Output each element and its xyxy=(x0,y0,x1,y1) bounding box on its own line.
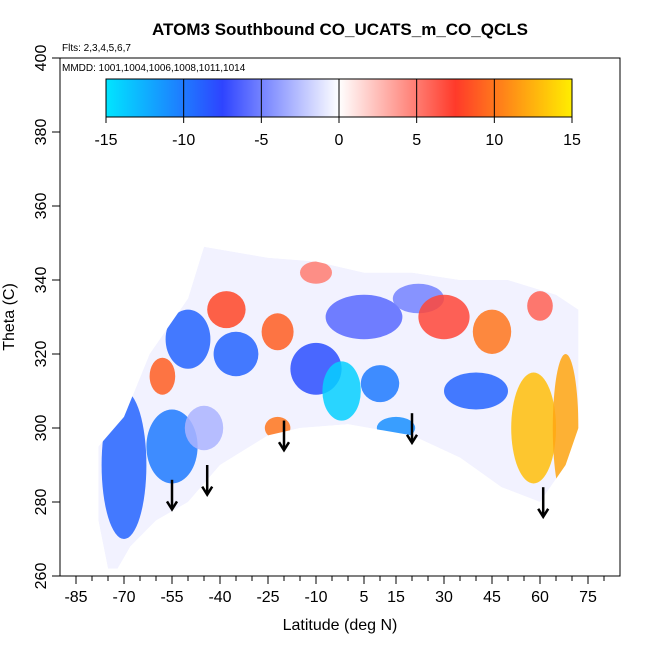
heatmap-patch xyxy=(511,372,556,484)
flight-arrow-head xyxy=(277,441,291,453)
x-tick-label: 30 xyxy=(435,589,453,606)
y-tick-label: 280 xyxy=(33,489,50,516)
heatmap-patch xyxy=(207,291,246,329)
y-tick-label: 320 xyxy=(33,341,50,368)
plot-frame xyxy=(59,57,621,577)
flight-arrow-head xyxy=(165,500,179,512)
x-tick-label: 5 xyxy=(360,589,369,606)
colorbar-tick-label: -15 xyxy=(94,132,117,149)
heatmap-patch xyxy=(360,365,400,403)
heatmap-patch xyxy=(101,391,147,539)
heatmap-patch xyxy=(146,409,198,484)
x-tick-label: -70 xyxy=(112,589,135,606)
colorbar-tick-label: 5 xyxy=(412,132,421,149)
y-tick-label: 300 xyxy=(33,415,50,442)
heatmap-patch xyxy=(165,309,211,369)
flight-arrows xyxy=(165,413,550,520)
heatmap-patch xyxy=(418,294,470,340)
x-tick-label: 75 xyxy=(579,589,597,606)
heatmap-field xyxy=(98,246,579,569)
dates-note: MMDD: 1001,1004,1006,1008,1011,1014 xyxy=(62,63,246,74)
colorbar-tick-label: 10 xyxy=(485,132,503,149)
x-tick-label: -85 xyxy=(64,589,87,606)
heatmap-patch xyxy=(527,291,553,321)
y-axis-label: Theta (C) xyxy=(1,283,18,351)
x-tick-label: 60 xyxy=(531,589,549,606)
colorbar-tick-label: 15 xyxy=(563,132,581,149)
heatmap-patch xyxy=(444,372,508,410)
y-axis: 260 280 300 320 340 360 380 400 xyxy=(33,45,60,590)
x-tick-label: 45 xyxy=(483,589,501,606)
colorbar-tick-label: -5 xyxy=(254,132,268,149)
heatmap-patch xyxy=(376,416,416,440)
y-tick-label: 400 xyxy=(33,45,50,72)
heatmap-patch xyxy=(264,416,291,440)
heatmap-patch xyxy=(300,261,332,284)
colorbar-tick-label: 0 xyxy=(335,132,344,149)
flights-note: Flts: 2,3,4,5,6,7 xyxy=(62,43,131,54)
x-tick-label: -55 xyxy=(160,589,183,606)
x-tick-label: -40 xyxy=(208,589,231,606)
heatmap-patch xyxy=(322,361,361,421)
flight-arrow-head xyxy=(537,508,550,520)
flight-arrow-head xyxy=(405,434,419,446)
x-tick-label: -10 xyxy=(304,589,327,606)
heatmap-patch xyxy=(149,357,176,395)
flight-arrow-head xyxy=(201,485,214,497)
y-tick-label: 260 xyxy=(33,563,50,590)
chart-title: ATOM3 Southbound CO_UCATS_m_CO_QCLS xyxy=(152,20,528,39)
heatmap-patch xyxy=(325,294,403,340)
x-tick-label: 15 xyxy=(387,589,405,606)
x-axis: -85 -70 -55 -40 -25 -10 5 15 30 45 60 75 xyxy=(64,576,605,606)
x-tick-label: -25 xyxy=(256,589,279,606)
x-axis-label: Latitude (deg N) xyxy=(283,617,398,634)
heatmap-patch xyxy=(261,313,294,351)
colorbar-ticks: -15 -10 -5 0 5 10 15 xyxy=(94,79,581,149)
heatmap-patch xyxy=(472,309,512,354)
colorbar: -15 -10 -5 0 5 10 15 xyxy=(94,78,581,149)
y-tick-label: 360 xyxy=(33,193,50,220)
heatmap-patch xyxy=(552,354,579,502)
heatmap-patch xyxy=(184,405,224,451)
y-tick-label: 340 xyxy=(33,267,50,294)
y-tick-label: 380 xyxy=(33,119,50,146)
colorbar-tick-label: -10 xyxy=(172,132,195,149)
heatmap-patch xyxy=(213,331,259,377)
